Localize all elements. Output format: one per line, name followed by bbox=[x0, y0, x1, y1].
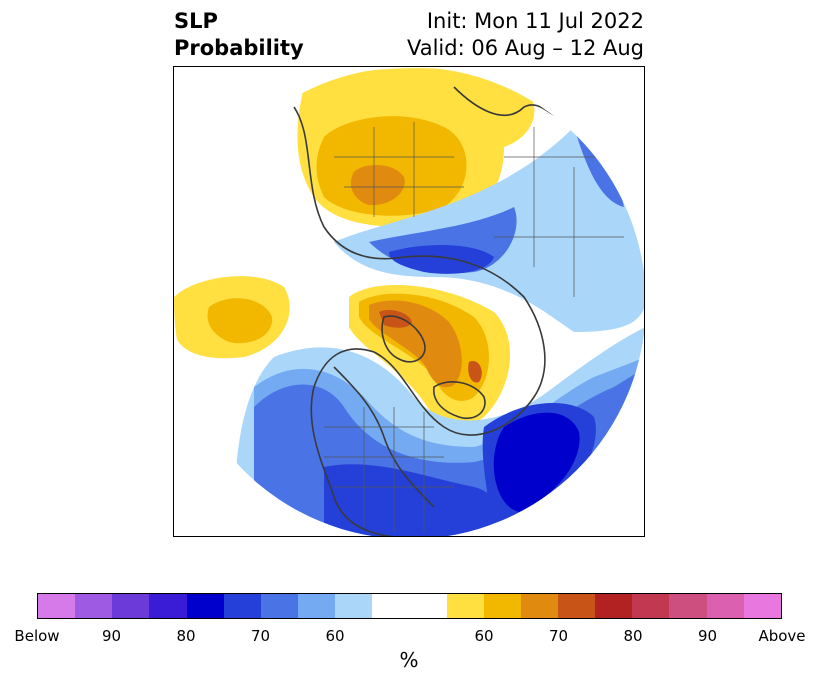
colorbar-unit-label: % bbox=[399, 648, 419, 672]
title-metric: Probability bbox=[174, 36, 304, 60]
colorbar-segment bbox=[297, 594, 336, 618]
colorbar-segment bbox=[223, 594, 261, 618]
title-valid-range: Valid: 06 Aug – 12 Aug bbox=[406, 36, 644, 60]
title-init-date: Init: Mon 11 Jul 2022 bbox=[426, 9, 644, 33]
colorbar-tick-label: 70 bbox=[548, 627, 569, 645]
title-variable: SLP bbox=[174, 9, 218, 33]
colorbar-segment bbox=[595, 594, 633, 618]
colorbar-segment bbox=[409, 594, 447, 618]
above-region-europe-core bbox=[316, 116, 467, 216]
colorbar-tick-label: 70 bbox=[250, 627, 271, 645]
below-region-atlantic-deep bbox=[493, 412, 580, 512]
above-region-europe-center bbox=[350, 165, 405, 206]
colorbar-tick-label: 80 bbox=[176, 627, 196, 645]
below-region-eurasia-blue bbox=[369, 127, 624, 274]
colorbar-tick-label: 60 bbox=[474, 627, 494, 645]
colorbar-tick-label: 90 bbox=[101, 627, 122, 645]
colorbar-segment bbox=[446, 594, 484, 618]
colorbar-segment bbox=[38, 594, 76, 618]
borders bbox=[324, 122, 624, 532]
colorbar-segment bbox=[557, 594, 596, 618]
map-svg bbox=[174, 68, 644, 536]
colorbar-segment bbox=[75, 594, 113, 618]
colorbar-segment bbox=[149, 594, 187, 618]
above-region-arctic-brown bbox=[379, 310, 482, 383]
colorbar-segment bbox=[483, 594, 521, 618]
colorbar-segment bbox=[112, 594, 150, 618]
colorbar-tick-label: Below bbox=[14, 627, 60, 645]
colorbar bbox=[37, 593, 782, 619]
colorbar-segment bbox=[669, 594, 707, 618]
chart-title-left: SLP Probability bbox=[174, 8, 304, 62]
above-region-pacific-core bbox=[207, 298, 273, 344]
colorbar-tick-label: 60 bbox=[325, 627, 345, 645]
colorbar-tick-label: 90 bbox=[697, 627, 718, 645]
colorbar-segment bbox=[520, 594, 558, 618]
colorbar-segment bbox=[372, 594, 410, 618]
map-panel bbox=[173, 66, 645, 537]
colorbar-segment bbox=[186, 594, 224, 618]
colorbar-segment bbox=[632, 594, 670, 618]
colorbar-tick-label: Above bbox=[758, 627, 806, 645]
colorbar-segment bbox=[743, 594, 781, 618]
colorbar-segment bbox=[335, 594, 373, 618]
colorbar-segment bbox=[260, 594, 298, 618]
colorbar-tick-label: 80 bbox=[623, 627, 643, 645]
below-region-eurasia-strong bbox=[389, 245, 494, 274]
colorbar-segment bbox=[706, 594, 744, 618]
chart-title-right: Init: Mon 11 Jul 2022 Valid: 06 Aug – 12… bbox=[407, 8, 644, 62]
